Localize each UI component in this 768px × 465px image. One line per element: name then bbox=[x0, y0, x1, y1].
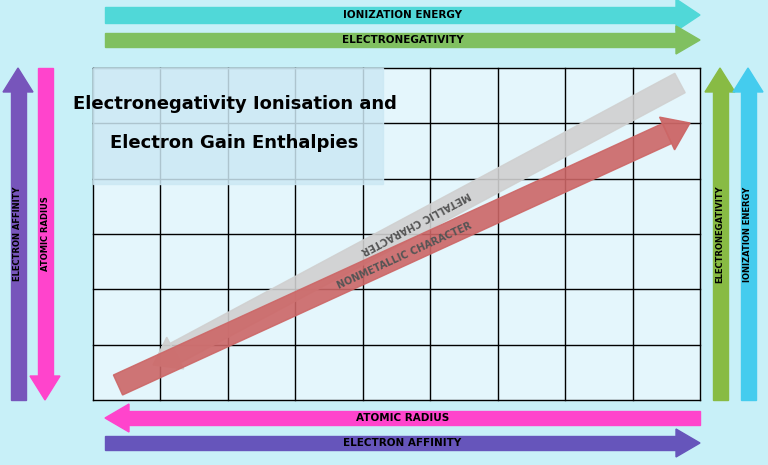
Text: ATOMIC RADIUS: ATOMIC RADIUS bbox=[41, 197, 49, 272]
Polygon shape bbox=[93, 68, 383, 184]
Text: Electronegativity Ionisation and: Electronegativity Ionisation and bbox=[73, 95, 396, 113]
Text: ELECTRON AFFINITY: ELECTRON AFFINITY bbox=[14, 187, 22, 281]
Polygon shape bbox=[11, 92, 25, 400]
Polygon shape bbox=[105, 7, 676, 23]
Polygon shape bbox=[93, 68, 700, 400]
Text: ELECTRON AFFINITY: ELECTRON AFFINITY bbox=[343, 438, 462, 448]
Polygon shape bbox=[676, 0, 700, 31]
Polygon shape bbox=[30, 376, 60, 400]
Polygon shape bbox=[105, 33, 676, 47]
Polygon shape bbox=[705, 68, 735, 92]
Polygon shape bbox=[38, 68, 52, 376]
Polygon shape bbox=[105, 436, 676, 450]
Polygon shape bbox=[733, 68, 763, 92]
Text: IONIZATION ENERGY: IONIZATION ENERGY bbox=[743, 186, 753, 282]
Polygon shape bbox=[740, 92, 756, 400]
Polygon shape bbox=[3, 68, 33, 92]
Polygon shape bbox=[676, 26, 700, 54]
Polygon shape bbox=[713, 92, 727, 400]
Text: ELECTRONEGATIVITY: ELECTRONEGATIVITY bbox=[716, 185, 724, 283]
Polygon shape bbox=[129, 411, 700, 425]
Text: IONIZATION ENERGY: IONIZATION ENERGY bbox=[343, 10, 462, 20]
Text: METALLIC CHARACTER: METALLIC CHARACTER bbox=[359, 189, 472, 255]
Polygon shape bbox=[660, 117, 690, 150]
Polygon shape bbox=[170, 73, 685, 363]
Polygon shape bbox=[153, 337, 184, 369]
Polygon shape bbox=[105, 404, 129, 432]
Text: ELECTRONEGATIVITY: ELECTRONEGATIVITY bbox=[342, 35, 463, 45]
Text: NONMETALLIC CHARACTER: NONMETALLIC CHARACTER bbox=[336, 221, 474, 291]
Text: Electron Gain Enthalpies: Electron Gain Enthalpies bbox=[111, 134, 359, 152]
Polygon shape bbox=[114, 124, 672, 395]
Polygon shape bbox=[676, 429, 700, 457]
Text: ATOMIC RADIUS: ATOMIC RADIUS bbox=[356, 413, 449, 423]
